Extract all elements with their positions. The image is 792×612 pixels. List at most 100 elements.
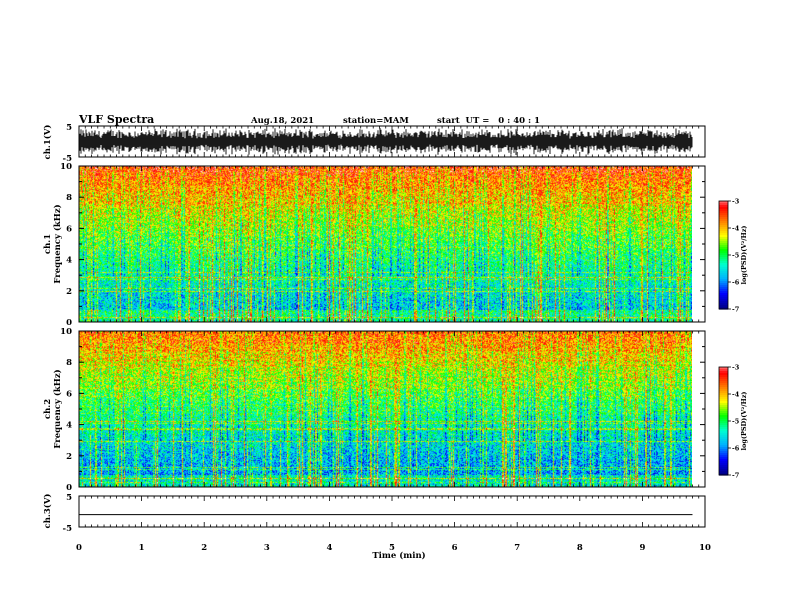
ch1-spectrogram-image	[79, 166, 692, 322]
ch2-colorbar-swatch	[719, 367, 728, 370]
ch1-colorbar-swatch	[719, 235, 728, 238]
ch1-colorbar-swatch	[719, 279, 728, 282]
ch2-colorbar-swatch	[719, 455, 728, 458]
ch2-colorbar-swatch	[719, 437, 728, 440]
ch1-colorbar-swatch	[719, 227, 728, 230]
ch2-colorbar-swatch	[719, 439, 728, 442]
ch2-colorbar-swatch	[719, 433, 728, 436]
ch2-colorbar-swatch	[719, 399, 728, 402]
ch2-colorbar-swatch	[719, 371, 728, 374]
ch2-colorbar-swatch	[719, 419, 728, 422]
ch1-colorbar-swatch	[719, 273, 728, 276]
ch1-colorbar-swatch	[719, 229, 728, 232]
time-tick-label: 1	[139, 543, 145, 553]
ch1-colorbar-tick-label: -4	[732, 225, 740, 233]
ch1-spec-ylabel-frequency: Frequency (kHz)	[52, 204, 63, 283]
ch1-colorbar-tick-label: -3	[732, 198, 740, 206]
ch2-colorbar-swatch	[719, 369, 728, 372]
ch1-colorbar-swatch	[719, 223, 728, 226]
ch2-colorbar-swatch	[719, 447, 728, 450]
ch1-colorbar-swatch	[719, 281, 728, 284]
ch1-colorbar-swatch	[719, 239, 728, 242]
ch2-colorbar-tick-label: -4	[732, 391, 740, 399]
ch1-colorbar-swatch	[719, 213, 728, 216]
ch2-colorbar-tick-label: -3	[732, 364, 740, 372]
ch1-spec-ytick-label: 4	[66, 256, 72, 266]
ch1-colorbar-swatch	[719, 221, 728, 224]
ch1-spec-ytick-label: 10	[60, 162, 72, 172]
ch2-colorbar-swatch	[719, 383, 728, 386]
ch2-spec-ylabel-frequency: Frequency (kHz)	[52, 369, 63, 448]
ch2-colorbar-swatch	[719, 391, 728, 394]
start-time-label: start UT = 0 : 40 : 1	[437, 116, 540, 126]
ch1-colorbar-swatch	[719, 243, 728, 246]
ch1-colorbar-tick-label: -6	[732, 279, 740, 287]
ch2-colorbar-swatch	[719, 453, 728, 456]
ch2-colorbar-swatch	[719, 461, 728, 464]
ch1-colorbar-swatch	[719, 269, 728, 272]
ch2-colorbar-tick-label: -6	[732, 445, 740, 453]
ch1-waveform-path	[79, 128, 693, 155]
ch1-colorbar-swatch	[719, 203, 728, 206]
ch1-colorbar-swatch	[719, 275, 728, 278]
ch1-colorbar-swatch	[719, 217, 728, 220]
ch2-colorbar-swatch	[719, 445, 728, 448]
ch2-spec-ylabel: ch.2 Frequency (kHz)	[43, 369, 63, 448]
ch3-ytick-top: 5	[66, 493, 72, 503]
time-tick-label: 3	[264, 543, 270, 553]
time-tick-label: 2	[201, 543, 207, 553]
ch1-colorbar-swatch	[719, 205, 728, 208]
ch2-colorbar-swatch	[719, 401, 728, 404]
time-tick-label: 8	[577, 543, 583, 553]
ch1-spec-ylabel: ch.1 Frequency (kHz)	[43, 204, 63, 283]
ch2-colorbar-swatch	[719, 427, 728, 430]
ch2-spec-ytick-label: 0	[66, 483, 72, 493]
time-axis-tick-labels: 0 1 2 3 4 5 6 7 8 9 10	[76, 543, 711, 553]
ch2-colorbar-swatch	[719, 415, 728, 418]
ch1-colorbar-swatch	[719, 225, 728, 228]
ch2-colorbar-swatch	[719, 409, 728, 412]
ch2-colorbar-swatch	[719, 457, 728, 460]
ch1-colorbar-swatch	[719, 271, 728, 274]
ch1-colorbar-swatch	[719, 245, 728, 248]
ch2-colorbar-label: log(PSD)(V²/Hz)	[740, 392, 748, 451]
time-axis-ticks	[78, 126, 706, 527]
ch2-colorbar-swatch	[719, 413, 728, 416]
ch2-colorbar-swatch	[719, 451, 728, 454]
ch1-spec-ytick-label: 6	[66, 224, 72, 234]
ch2-colorbar-swatch	[719, 407, 728, 410]
ch1-colorbar-swatch	[719, 307, 728, 310]
ch1-colorbar-swatch	[719, 201, 728, 204]
ch1-spec-ytick-label: 0	[66, 318, 72, 328]
ch1-colorbar-swatch	[719, 215, 728, 218]
ch2-colorbar-swatch	[719, 377, 728, 380]
ch2-colorbar-swatch	[719, 397, 728, 400]
ch2-colorbar-swatch	[719, 375, 728, 378]
ch1-colorbar-swatch	[719, 289, 728, 292]
ch1-colorbar-swatch	[719, 303, 728, 306]
ch1-colorbar-swatch	[719, 265, 728, 268]
ch1-colorbar-swatch	[719, 259, 728, 262]
ch2-colorbar-swatch	[719, 443, 728, 446]
ch2-colorbar-swatch	[719, 385, 728, 388]
ch1-spec-ytick-label: 8	[66, 193, 72, 203]
ch2-colorbar-swatch	[719, 373, 728, 376]
time-tick-label: 0	[76, 543, 82, 553]
ch1-colorbar-swatch	[719, 233, 728, 236]
ch2-colorbar-swatch	[719, 431, 728, 434]
figure-title: VLF Spectra	[78, 113, 154, 126]
ch2-colorbar-swatch	[719, 471, 728, 474]
ch2-colorbar-swatch	[719, 421, 728, 424]
ch2-spec-ylabel-channel: ch.2	[43, 399, 53, 419]
ch1-colorbar-tick-label: -5	[732, 252, 740, 260]
ch1-waveform-trace	[79, 128, 693, 155]
ch2-colorbar-swatch	[719, 429, 728, 432]
ch1-colorbar-swatch	[719, 257, 728, 260]
ch1-colorbar-swatch	[719, 249, 728, 252]
ch1-colorbar-swatch	[719, 261, 728, 264]
time-tick-label: 4	[326, 543, 332, 553]
ch1-colorbar-swatch	[719, 251, 728, 254]
ch1-colorbar-swatch	[719, 297, 728, 300]
ch2-colorbar-swatch	[719, 465, 728, 468]
